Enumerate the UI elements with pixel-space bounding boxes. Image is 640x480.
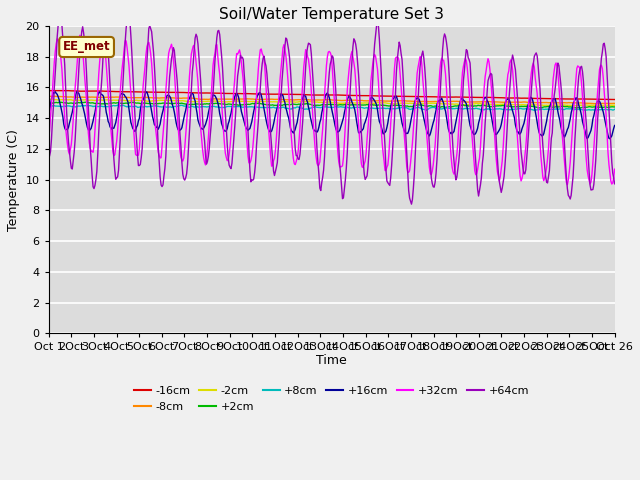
Text: EE_met: EE_met xyxy=(63,40,111,53)
Line: +64cm: +64cm xyxy=(49,17,614,204)
-2cm xyxy=(380,100,387,106)
+16cm xyxy=(302,94,310,99)
Line: -8cm: -8cm xyxy=(49,96,614,104)
+64cm xyxy=(146,23,154,29)
-2cm xyxy=(472,101,479,107)
+32cm xyxy=(45,135,52,141)
+2cm xyxy=(472,103,479,109)
+2cm xyxy=(380,102,387,108)
Line: -2cm: -2cm xyxy=(49,99,614,106)
+16cm xyxy=(45,112,52,118)
-16cm xyxy=(146,89,154,95)
-16cm xyxy=(55,88,63,94)
-16cm xyxy=(302,92,310,97)
+64cm xyxy=(611,181,618,187)
-8cm xyxy=(592,101,600,107)
-2cm xyxy=(146,98,154,104)
+2cm xyxy=(191,101,199,107)
+8cm xyxy=(380,105,387,111)
Line: +16cm: +16cm xyxy=(49,92,614,139)
-2cm xyxy=(45,96,53,102)
+32cm xyxy=(424,142,431,148)
+32cm xyxy=(611,167,618,172)
+2cm xyxy=(424,104,431,109)
+2cm xyxy=(576,105,584,111)
+2cm xyxy=(45,100,52,106)
+16cm xyxy=(380,131,387,137)
-8cm xyxy=(423,99,431,105)
-16cm xyxy=(611,96,618,102)
-2cm xyxy=(570,103,578,108)
+64cm xyxy=(473,173,481,179)
+8cm xyxy=(45,103,52,108)
+64cm xyxy=(45,156,52,162)
+8cm xyxy=(191,104,199,110)
+8cm xyxy=(611,107,618,112)
Title: Soil/Water Temperature Set 3: Soil/Water Temperature Set 3 xyxy=(219,7,444,22)
+8cm xyxy=(473,106,481,111)
-8cm xyxy=(45,94,52,99)
+16cm xyxy=(73,89,81,95)
-16cm xyxy=(472,95,479,100)
+64cm xyxy=(408,201,415,207)
-16cm xyxy=(191,90,199,96)
+16cm xyxy=(606,136,614,142)
+32cm xyxy=(564,182,572,188)
Line: -16cm: -16cm xyxy=(49,91,614,99)
+2cm xyxy=(611,104,618,110)
+64cm xyxy=(191,35,199,41)
Line: +2cm: +2cm xyxy=(49,102,614,108)
-2cm xyxy=(302,99,310,105)
+8cm xyxy=(425,106,433,112)
-8cm xyxy=(471,99,479,105)
-16cm xyxy=(380,93,387,99)
-8cm xyxy=(145,95,153,100)
+32cm xyxy=(472,172,479,178)
-16cm xyxy=(424,94,431,99)
+2cm xyxy=(82,99,90,105)
+2cm xyxy=(302,101,310,107)
-8cm xyxy=(611,100,618,106)
-2cm xyxy=(45,96,52,102)
+8cm xyxy=(146,104,154,109)
+64cm xyxy=(125,14,133,20)
-16cm xyxy=(45,88,52,94)
Legend: -16cm, -8cm, -2cm, +2cm, +8cm, +16cm, +32cm, +64cm: -16cm, -8cm, -2cm, +2cm, +8cm, +16cm, +3… xyxy=(130,382,533,416)
+32cm xyxy=(146,44,154,50)
+32cm xyxy=(76,33,84,38)
+16cm xyxy=(611,122,618,128)
+16cm xyxy=(472,131,479,136)
Line: +8cm: +8cm xyxy=(49,105,614,110)
+32cm xyxy=(302,47,310,53)
X-axis label: Time: Time xyxy=(316,354,347,367)
+64cm xyxy=(425,128,433,134)
+16cm xyxy=(424,131,431,136)
+64cm xyxy=(302,64,310,70)
+64cm xyxy=(380,114,387,120)
-8cm xyxy=(190,96,198,101)
-16cm xyxy=(608,96,616,102)
+16cm xyxy=(191,98,199,104)
+16cm xyxy=(146,99,154,105)
-8cm xyxy=(301,96,308,102)
-2cm xyxy=(424,100,431,106)
+32cm xyxy=(380,150,387,156)
Line: +32cm: +32cm xyxy=(49,36,614,185)
+8cm xyxy=(423,108,431,113)
+32cm xyxy=(191,48,199,54)
+2cm xyxy=(146,101,154,107)
+8cm xyxy=(114,102,122,108)
-2cm xyxy=(611,102,618,108)
+8cm xyxy=(302,106,310,112)
-2cm xyxy=(191,99,199,105)
Y-axis label: Temperature (C): Temperature (C) xyxy=(7,129,20,230)
-8cm xyxy=(378,98,386,104)
